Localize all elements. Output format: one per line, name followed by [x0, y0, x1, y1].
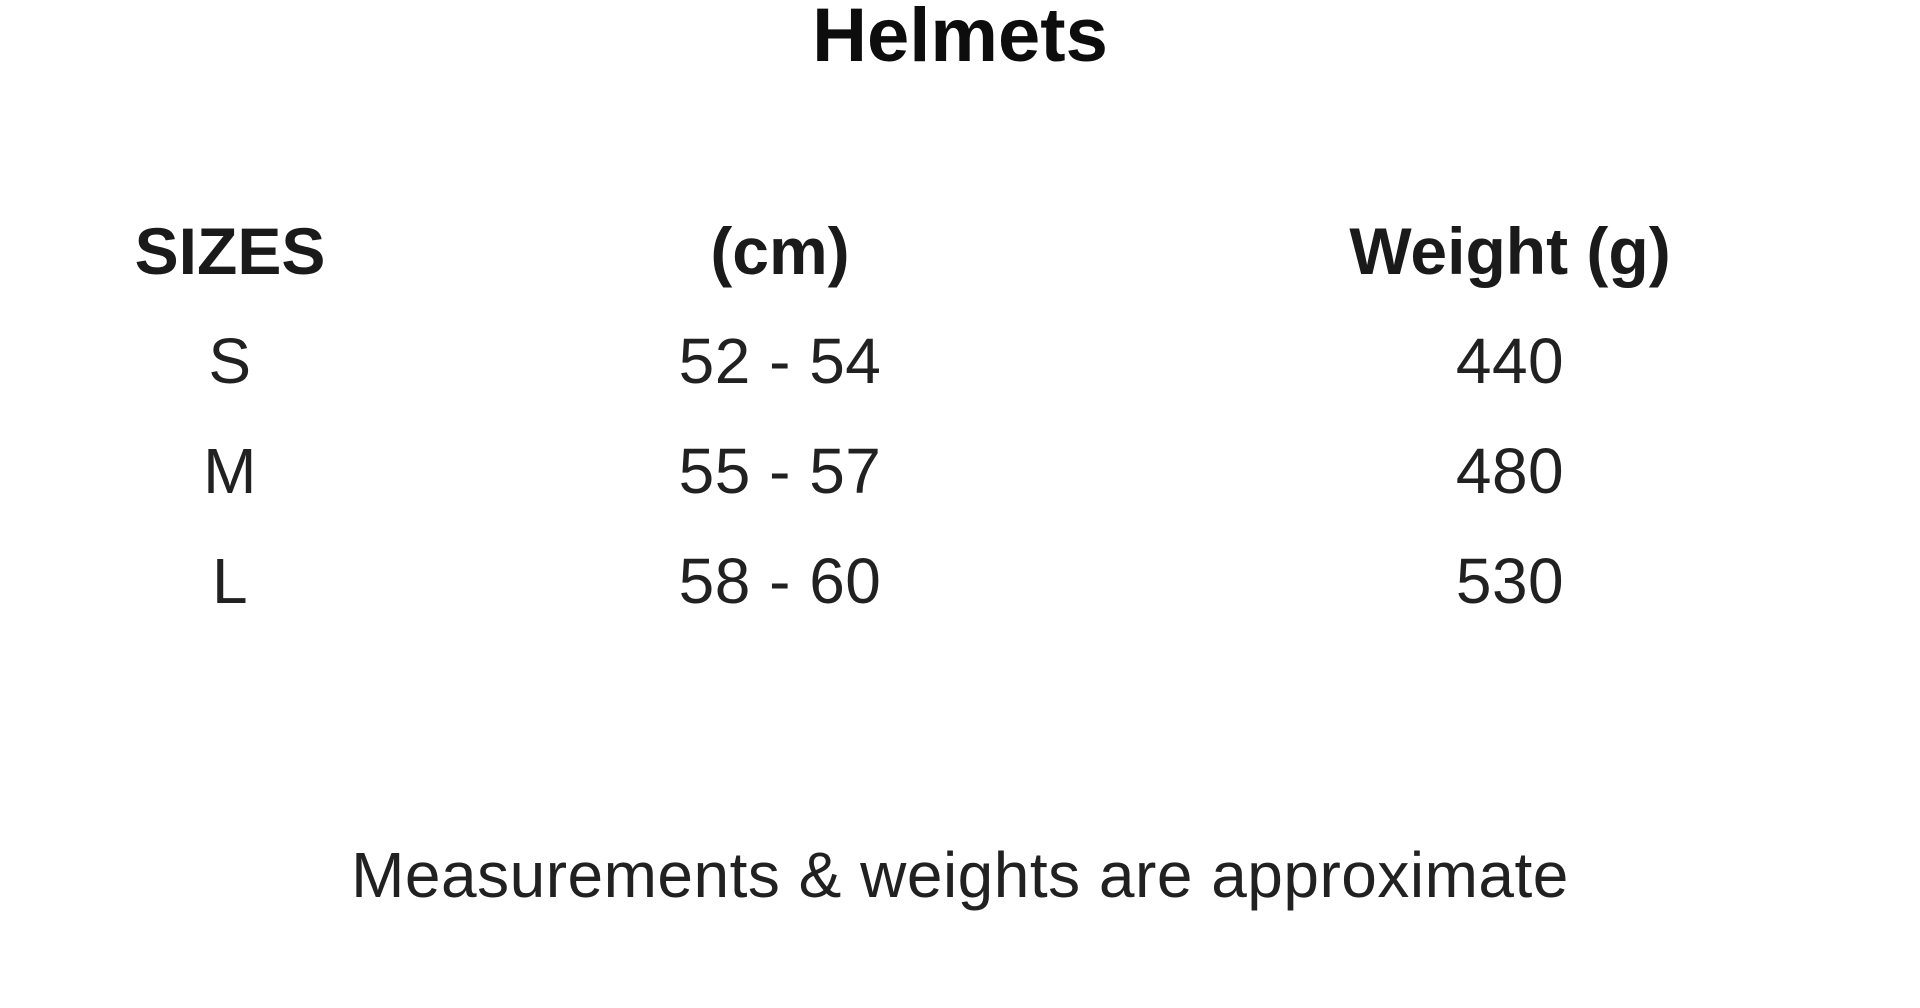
column-header-sizes: SIZES [134, 214, 326, 288]
cm-range: 58 - 60 [678, 545, 882, 617]
table-header-row: SIZES (cm) Weight (g) [0, 196, 1920, 306]
table-row-size-m: M 55 - 57 480 [0, 416, 1920, 526]
table-row-size-l: L 58 - 60 530 [0, 526, 1920, 636]
column-header-cm: (cm) [710, 214, 850, 288]
weight-value: 530 [1455, 545, 1565, 617]
weight-value: 480 [1455, 435, 1565, 507]
size-label: M [203, 435, 257, 507]
cm-range: 55 - 57 [678, 435, 882, 507]
size-label: S [208, 325, 252, 397]
page-title: Helmets [812, 0, 1108, 78]
table-row-size-s: S 52 - 54 440 [0, 306, 1920, 416]
cm-range: 52 - 54 [678, 325, 882, 397]
footnote: Measurements & weights are approximate [351, 839, 1569, 911]
size-label: L [211, 545, 249, 617]
size-chart-table: SIZES (cm) Weight (g) S 52 - 54 440 M 55… [0, 196, 1920, 636]
column-header-weight: Weight (g) [1349, 214, 1671, 288]
weight-value: 440 [1455, 325, 1565, 397]
